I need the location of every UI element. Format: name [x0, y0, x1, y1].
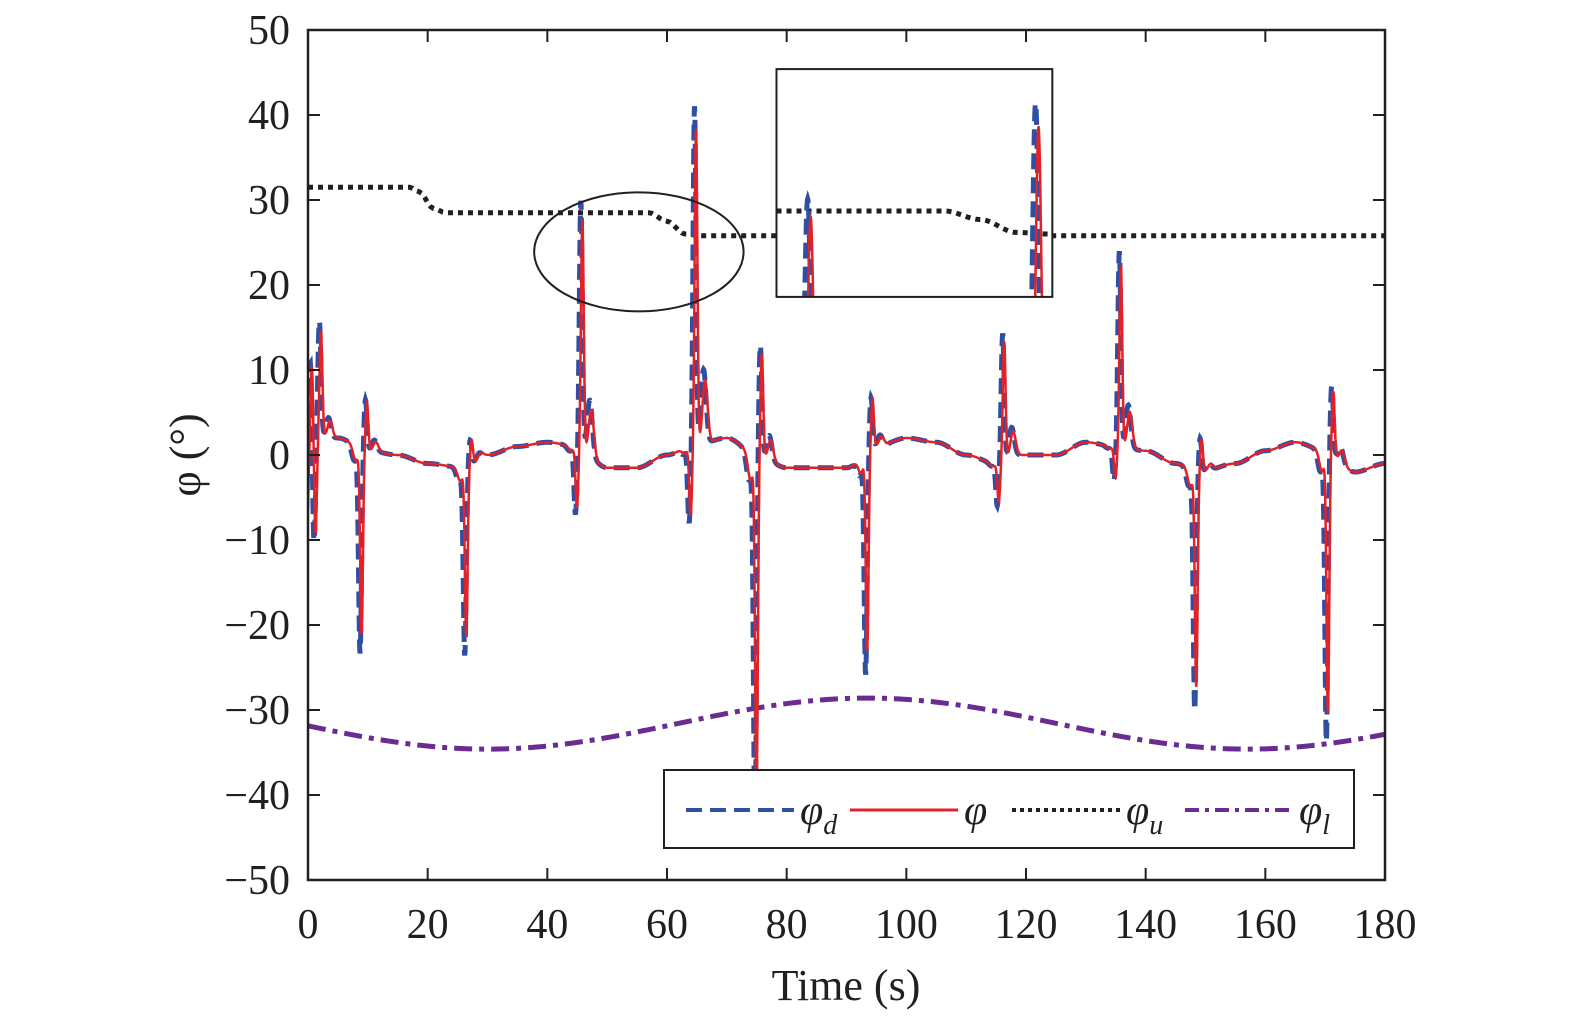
y-tick-label: −30	[224, 688, 290, 734]
y-tick-label: 0	[269, 433, 290, 479]
legend: φd φ φu φl	[663, 769, 1355, 849]
inset-frame	[775, 68, 1054, 298]
series-phi-l-line	[308, 695, 1385, 752]
series-phi-u-line	[308, 184, 1385, 239]
x-tick-label: 180	[1354, 902, 1417, 948]
series-layer	[308, 106, 1385, 831]
legend-subscript-phi-d: d	[823, 810, 838, 841]
inset-background	[776, 69, 1053, 297]
y-tick-label: 40	[248, 93, 290, 139]
y-tick-label: 10	[248, 348, 290, 394]
y-tick-label: −50	[224, 858, 290, 904]
legend-subscript-phi-u: u	[1149, 810, 1163, 841]
y-tick-label: 30	[248, 178, 290, 224]
legend-subscript-phi-l: l	[1322, 810, 1330, 841]
legend-label-phi-d: φd	[800, 788, 838, 841]
annotation-layer	[533, 68, 1054, 313]
y-tick-label: 50	[248, 8, 290, 54]
y-tick-label: −10	[224, 518, 290, 564]
x-tick-label: 80	[766, 902, 808, 948]
legend-label-phi: φ	[964, 788, 987, 834]
x-axis-label: Time (s)	[772, 961, 921, 1010]
x-tick-label: 100	[875, 902, 938, 948]
y-tick-label: −40	[224, 773, 290, 819]
y-tick-label: −20	[224, 603, 290, 649]
x-tick-label: 60	[646, 902, 688, 948]
inset-phi-u-line	[776, 208, 1052, 237]
series-phi-line	[308, 129, 1385, 794]
inset-series	[776, 102, 1052, 296]
y-tick-label: 20	[248, 263, 290, 309]
x-tick-label: 0	[298, 902, 319, 948]
axes: 0 20 40 60 80 100 120 140 160 18050403020100−10−2…	[224, 8, 1416, 948]
y-axis-label: φ (°)	[161, 413, 210, 496]
x-tick-label: 20	[407, 902, 449, 948]
zoom-region-ellipse	[533, 191, 745, 313]
x-tick-label: 140	[1114, 902, 1177, 948]
x-tick-label: 120	[995, 902, 1058, 948]
x-tick-label: 40	[526, 902, 568, 948]
x-tick-label: 160	[1234, 902, 1297, 948]
